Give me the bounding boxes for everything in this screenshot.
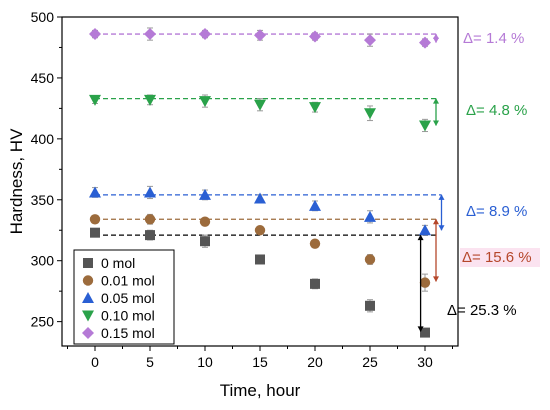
data-point — [419, 224, 431, 236]
delta-arrowhead — [433, 37, 439, 44]
y-axis-title: Hardness, HV — [7, 128, 26, 234]
data-point — [309, 102, 321, 114]
data-point — [310, 278, 320, 289]
data-point — [199, 216, 211, 227]
delta-label: Δ= 8.9 % — [466, 203, 527, 220]
delta-arrowhead — [433, 276, 439, 282]
data-point — [89, 186, 101, 198]
data-point — [365, 300, 375, 311]
x-tick-label: 20 — [307, 354, 323, 370]
legend-marker — [82, 327, 94, 339]
data-point — [89, 28, 101, 41]
delta-label: Δ= 25.3 % — [447, 302, 517, 319]
data-point — [199, 96, 211, 108]
delta-arrowhead — [433, 98, 439, 104]
legend-marker — [82, 275, 94, 286]
legend-marker — [83, 258, 93, 268]
data-point — [309, 238, 321, 249]
data-point — [254, 192, 266, 204]
data-point — [364, 108, 376, 120]
data-point — [144, 214, 156, 225]
legend-label: 0.01 mol — [101, 273, 155, 289]
data-markers — [89, 28, 431, 338]
delta-arrowhead — [433, 218, 439, 225]
y-tick-label: 350 — [31, 192, 55, 208]
data-point — [144, 186, 156, 198]
x-tick-label: 30 — [417, 354, 433, 370]
x-tick-label: 10 — [197, 354, 213, 370]
legend-marker — [82, 310, 94, 322]
data-point — [144, 28, 156, 41]
data-point — [199, 188, 211, 200]
data-point — [200, 236, 210, 247]
x-tick-label: 5 — [146, 354, 154, 370]
delta-label-highlight — [460, 248, 540, 267]
data-point — [419, 277, 431, 288]
x-tick-label: 0 — [91, 354, 99, 370]
delta-label: Δ= 1.4 % — [463, 30, 524, 47]
delta-arrowhead — [438, 225, 445, 231]
legend-marker — [82, 292, 94, 303]
y-tick-label: 250 — [31, 314, 55, 330]
y-tick-label: 400 — [31, 131, 55, 147]
x-axis-title: Time, hour — [220, 381, 301, 400]
delta-arrowhead — [433, 120, 439, 126]
legend-label: 0.10 mol — [101, 308, 155, 324]
legend-label: 0 mol — [101, 255, 135, 271]
y-tick-label: 450 — [31, 70, 55, 86]
data-point — [89, 94, 101, 106]
delta-arrowhead — [417, 234, 424, 241]
data-point — [90, 227, 100, 238]
data-point — [254, 29, 266, 42]
delta-label: Δ= 4.8 % — [466, 102, 527, 119]
delta-annotations: Δ= 1.4 % Δ= 4.8 % Δ= 8.9 % Δ= 15.6 % Δ= 25.3… — [417, 30, 540, 332]
y-tick-label: 500 — [31, 9, 55, 25]
data-point — [364, 254, 376, 265]
data-point — [419, 36, 431, 49]
x-tick-label: 15 — [252, 354, 268, 370]
data-point — [255, 254, 265, 265]
data-point — [419, 120, 431, 132]
data-point — [364, 210, 376, 222]
delta-arrowhead — [417, 326, 424, 332]
data-point — [420, 327, 430, 338]
x-tick-label: 25 — [362, 354, 378, 370]
legend-label: 0.05 mol — [101, 290, 155, 306]
data-point — [199, 28, 211, 41]
data-point — [89, 214, 101, 225]
data-point — [254, 99, 266, 111]
data-point — [254, 225, 266, 236]
y-tick-label: 300 — [31, 253, 55, 269]
delta-label: Δ= 15.6 % — [462, 249, 532, 266]
data-point — [309, 199, 321, 211]
delta-arrowhead — [438, 194, 445, 200]
data-point — [145, 230, 155, 241]
legend-label: 0.15 mol — [101, 325, 155, 341]
data-point — [309, 30, 321, 43]
data-point — [364, 34, 376, 47]
data-point — [144, 94, 156, 106]
axes: 0 5 10 15 20 25 30 250 300 350 400 450 500 — [31, 9, 453, 370]
